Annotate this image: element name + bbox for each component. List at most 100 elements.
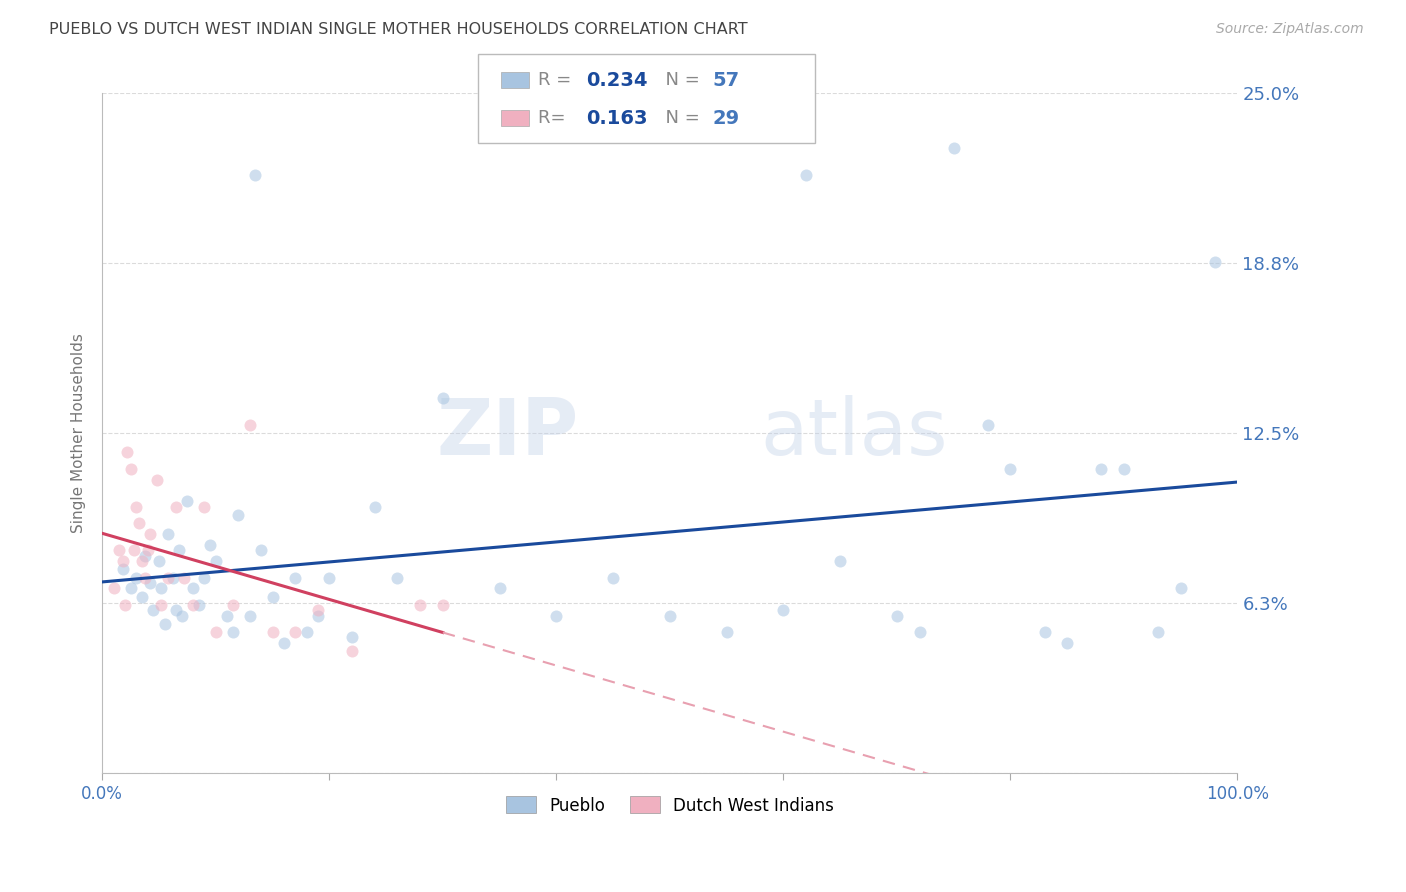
Point bbox=[131, 554, 153, 568]
Point bbox=[136, 543, 159, 558]
Point bbox=[432, 598, 454, 612]
Point bbox=[284, 624, 307, 639]
Point bbox=[1000, 462, 1022, 476]
Point bbox=[198, 538, 221, 552]
Point bbox=[111, 554, 134, 568]
Point bbox=[488, 582, 510, 596]
Point bbox=[318, 571, 340, 585]
Point bbox=[131, 590, 153, 604]
Point bbox=[111, 562, 134, 576]
Point bbox=[387, 571, 409, 585]
Point bbox=[153, 616, 176, 631]
Point bbox=[908, 624, 931, 639]
Point bbox=[150, 582, 173, 596]
Point bbox=[409, 598, 432, 612]
Point bbox=[170, 608, 193, 623]
Point bbox=[245, 168, 267, 182]
Point bbox=[886, 608, 908, 623]
Point bbox=[114, 598, 136, 612]
Point bbox=[134, 571, 156, 585]
Point bbox=[108, 543, 131, 558]
Point bbox=[125, 571, 148, 585]
Text: R =: R = bbox=[538, 71, 578, 89]
Point bbox=[1090, 462, 1112, 476]
Point bbox=[239, 418, 262, 433]
Text: 0.234: 0.234 bbox=[586, 71, 648, 90]
Point bbox=[148, 554, 170, 568]
Y-axis label: Single Mother Households: Single Mother Households bbox=[72, 334, 86, 533]
Point bbox=[176, 494, 198, 508]
Point bbox=[1112, 462, 1135, 476]
Text: 57: 57 bbox=[713, 71, 740, 90]
Point bbox=[250, 543, 273, 558]
Point bbox=[363, 500, 385, 514]
Text: Source: ZipAtlas.com: Source: ZipAtlas.com bbox=[1216, 22, 1364, 37]
Point bbox=[217, 608, 239, 623]
Point bbox=[1170, 582, 1192, 596]
Text: 0.163: 0.163 bbox=[586, 109, 648, 128]
Point bbox=[602, 571, 624, 585]
Point bbox=[193, 500, 215, 514]
Point bbox=[181, 598, 204, 612]
Point bbox=[193, 571, 215, 585]
Point bbox=[239, 608, 262, 623]
Text: N =: N = bbox=[654, 109, 706, 128]
Point bbox=[307, 608, 329, 623]
Point bbox=[181, 582, 204, 596]
Point bbox=[165, 500, 187, 514]
Point bbox=[169, 543, 191, 558]
Point bbox=[1204, 255, 1226, 269]
Point bbox=[142, 603, 165, 617]
Point bbox=[228, 508, 250, 522]
Point bbox=[262, 624, 284, 639]
Point bbox=[150, 598, 173, 612]
Text: PUEBLO VS DUTCH WEST INDIAN SINGLE MOTHER HOUSEHOLDS CORRELATION CHART: PUEBLO VS DUTCH WEST INDIAN SINGLE MOTHE… bbox=[49, 22, 748, 37]
Point bbox=[658, 608, 681, 623]
Point bbox=[262, 590, 284, 604]
Point bbox=[120, 582, 142, 596]
Point bbox=[273, 636, 295, 650]
Point bbox=[977, 418, 1000, 433]
Point bbox=[307, 603, 329, 617]
Point bbox=[162, 571, 184, 585]
Point bbox=[128, 516, 150, 531]
Point bbox=[1056, 636, 1078, 650]
Point bbox=[139, 576, 162, 591]
Text: R=: R= bbox=[538, 109, 572, 128]
Text: 29: 29 bbox=[713, 109, 740, 128]
Point bbox=[120, 462, 142, 476]
Text: N =: N = bbox=[654, 71, 706, 89]
Point bbox=[115, 445, 138, 459]
Point bbox=[122, 543, 145, 558]
Point bbox=[432, 391, 454, 405]
Point bbox=[1147, 624, 1170, 639]
Point bbox=[295, 624, 318, 639]
Point bbox=[222, 624, 245, 639]
Point bbox=[157, 571, 180, 585]
Point bbox=[1033, 624, 1056, 639]
Point bbox=[204, 554, 226, 568]
Point bbox=[145, 473, 167, 487]
Point bbox=[103, 582, 125, 596]
Point bbox=[204, 624, 226, 639]
Point bbox=[125, 500, 148, 514]
Point bbox=[165, 603, 187, 617]
Point bbox=[942, 141, 965, 155]
Point bbox=[139, 527, 162, 541]
Point bbox=[187, 598, 209, 612]
Point bbox=[716, 624, 738, 639]
Point bbox=[284, 571, 307, 585]
Point bbox=[772, 603, 794, 617]
Point bbox=[157, 527, 180, 541]
Point bbox=[340, 644, 363, 658]
Point bbox=[830, 554, 852, 568]
Point bbox=[222, 598, 245, 612]
Point bbox=[340, 631, 363, 645]
Point bbox=[546, 608, 568, 623]
Text: ZIP: ZIP bbox=[437, 395, 579, 471]
Text: atlas: atlas bbox=[761, 395, 948, 471]
Legend: Pueblo, Dutch West Indians: Pueblo, Dutch West Indians bbox=[498, 788, 842, 823]
Point bbox=[173, 571, 195, 585]
Point bbox=[794, 168, 817, 182]
Point bbox=[134, 549, 156, 563]
